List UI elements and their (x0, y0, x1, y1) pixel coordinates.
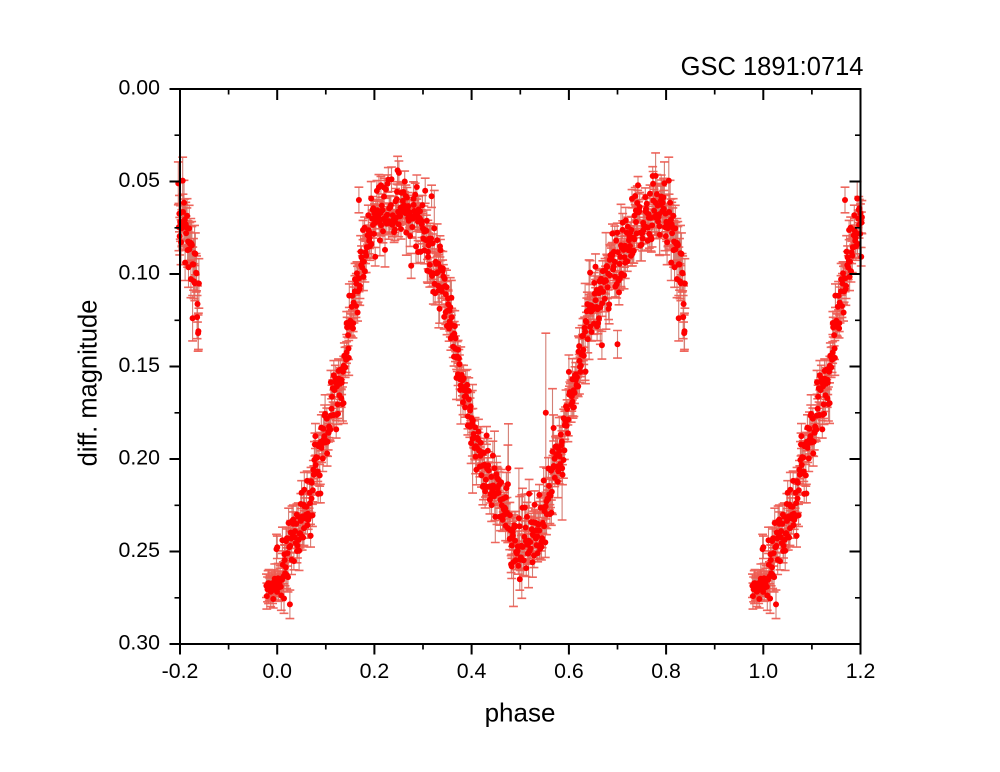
svg-text:1.2: 1.2 (846, 659, 876, 683)
svg-text:0.00: 0.00 (119, 76, 161, 100)
svg-text:0.2: 0.2 (360, 659, 390, 683)
svg-text:0.4: 0.4 (457, 659, 487, 683)
svg-text:-0.2: -0.2 (162, 659, 199, 683)
svg-text:0.0: 0.0 (262, 659, 292, 683)
svg-text:0.10: 0.10 (119, 261, 161, 285)
svg-text:0.6: 0.6 (554, 659, 584, 683)
svg-text:diff. magnitude: diff. magnitude (75, 300, 103, 467)
svg-text:0.05: 0.05 (119, 168, 160, 192)
svg-text:phase: phase (485, 698, 556, 728)
svg-text:0.20: 0.20 (119, 446, 161, 470)
svg-text:0.8: 0.8 (651, 659, 681, 683)
svg-text:0.25: 0.25 (119, 538, 160, 562)
svg-text:1.0: 1.0 (748, 659, 778, 683)
svg-text:0.30: 0.30 (119, 631, 161, 655)
svg-text:0.15: 0.15 (119, 353, 160, 377)
svg-text:GSC 1891:0714: GSC 1891:0714 (681, 53, 864, 81)
